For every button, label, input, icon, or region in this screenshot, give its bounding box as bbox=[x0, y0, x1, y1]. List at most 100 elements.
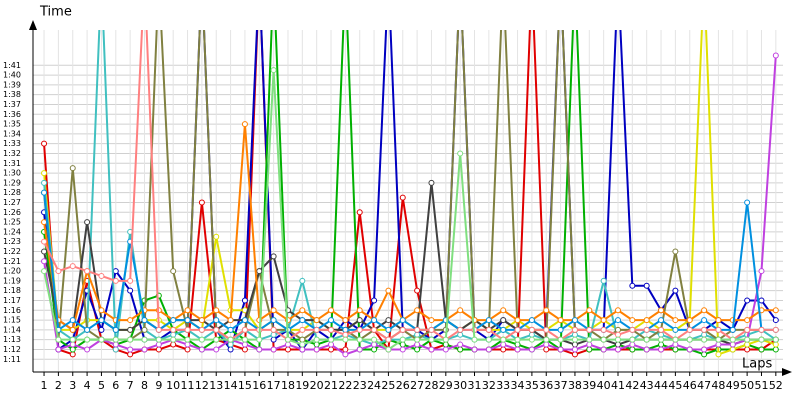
data-point bbox=[356, 326, 363, 333]
data-point bbox=[270, 317, 277, 324]
data-point bbox=[442, 336, 449, 343]
series-line bbox=[43, 192, 776, 332]
y-arrow bbox=[29, 20, 37, 30]
y-tick-label: 1:21 bbox=[3, 257, 21, 266]
data-point bbox=[571, 326, 578, 333]
data-point bbox=[184, 346, 191, 353]
data-point bbox=[371, 346, 378, 353]
data-point bbox=[55, 268, 62, 275]
x-tick-label: 16 bbox=[252, 379, 266, 392]
data-point bbox=[299, 336, 306, 343]
data-point bbox=[313, 346, 320, 353]
x-tick-label: 34 bbox=[511, 379, 525, 392]
data-point bbox=[213, 326, 220, 333]
data-point bbox=[313, 317, 320, 324]
data-point bbox=[514, 317, 521, 324]
x-tick-label: 5 bbox=[98, 379, 105, 392]
data-point bbox=[385, 326, 392, 333]
y-tick-label: 1:18 bbox=[3, 286, 21, 295]
x-tick-label: 41 bbox=[611, 379, 625, 392]
data-point bbox=[485, 317, 492, 324]
data-point bbox=[313, 336, 320, 343]
data-point bbox=[744, 336, 751, 343]
data-point bbox=[112, 346, 119, 353]
data-point bbox=[629, 317, 636, 324]
x-tick-label: 45 bbox=[668, 379, 682, 392]
data-point bbox=[41, 238, 48, 245]
data-point bbox=[414, 346, 421, 353]
data-point bbox=[299, 326, 306, 333]
data-point bbox=[586, 336, 593, 343]
x-tick-label: 49 bbox=[726, 379, 740, 392]
x-tick-label: 17 bbox=[267, 379, 281, 392]
data-point bbox=[241, 346, 248, 353]
data-point bbox=[299, 341, 306, 348]
data-point bbox=[500, 341, 507, 348]
data-point bbox=[141, 326, 148, 333]
data-point bbox=[69, 326, 76, 333]
data-point bbox=[155, 341, 162, 348]
data-point bbox=[457, 341, 464, 348]
data-point bbox=[600, 277, 607, 284]
data-point bbox=[471, 336, 478, 343]
data-point bbox=[69, 351, 76, 358]
data-point bbox=[414, 307, 421, 314]
data-point bbox=[112, 277, 119, 284]
data-point bbox=[328, 326, 335, 333]
data-point bbox=[227, 346, 234, 353]
data-point bbox=[270, 326, 277, 333]
data-point bbox=[328, 307, 335, 314]
data-point bbox=[514, 341, 521, 348]
y-tick-label: 1:13 bbox=[3, 335, 21, 344]
x-tick-label: 38 bbox=[568, 379, 582, 392]
data-point bbox=[571, 346, 578, 353]
data-point bbox=[614, 307, 621, 314]
data-point bbox=[414, 287, 421, 294]
data-point bbox=[571, 351, 578, 358]
data-point bbox=[84, 346, 91, 353]
data-point bbox=[658, 317, 665, 324]
data-point bbox=[256, 346, 263, 353]
x-tick-label: 22 bbox=[338, 379, 352, 392]
x-arrow bbox=[782, 368, 792, 376]
x-tick-label: 46 bbox=[683, 379, 697, 392]
y-tick-label: 1:15 bbox=[3, 316, 21, 325]
x-tick-label: 12 bbox=[195, 379, 209, 392]
data-point bbox=[256, 336, 263, 343]
data-point bbox=[84, 268, 91, 275]
data-point bbox=[457, 346, 464, 353]
y-tick-label: 1:27 bbox=[3, 198, 21, 207]
x-tick-label: 40 bbox=[597, 379, 611, 392]
data-point bbox=[557, 346, 564, 353]
y-tick-label: 1:16 bbox=[3, 306, 21, 315]
data-point bbox=[399, 346, 406, 353]
data-point bbox=[701, 307, 708, 314]
x-tick-label: 1 bbox=[41, 379, 48, 392]
y-tick-label: 1:28 bbox=[3, 188, 21, 197]
data-point bbox=[600, 317, 607, 324]
data-point bbox=[41, 248, 48, 255]
data-point bbox=[127, 317, 134, 324]
y-tick-label: 1:41 bbox=[3, 61, 21, 70]
x-tick-label: 7 bbox=[127, 379, 134, 392]
data-point bbox=[198, 346, 205, 353]
data-point bbox=[414, 341, 421, 348]
data-point bbox=[528, 326, 535, 333]
x-tick-label: 37 bbox=[554, 379, 568, 392]
data-point bbox=[500, 326, 507, 333]
data-point bbox=[428, 179, 435, 186]
data-point bbox=[543, 326, 550, 333]
data-point bbox=[571, 317, 578, 324]
data-point bbox=[428, 336, 435, 343]
data-point bbox=[485, 336, 492, 343]
data-point bbox=[170, 341, 177, 348]
data-point bbox=[744, 326, 751, 333]
data-point bbox=[213, 307, 220, 314]
data-point bbox=[715, 341, 722, 348]
x-tick-label: 6 bbox=[112, 379, 119, 392]
data-point bbox=[571, 341, 578, 348]
data-point bbox=[385, 346, 392, 353]
y-tick-label: 1:26 bbox=[3, 208, 21, 217]
data-point bbox=[643, 326, 650, 333]
data-point bbox=[414, 336, 421, 343]
